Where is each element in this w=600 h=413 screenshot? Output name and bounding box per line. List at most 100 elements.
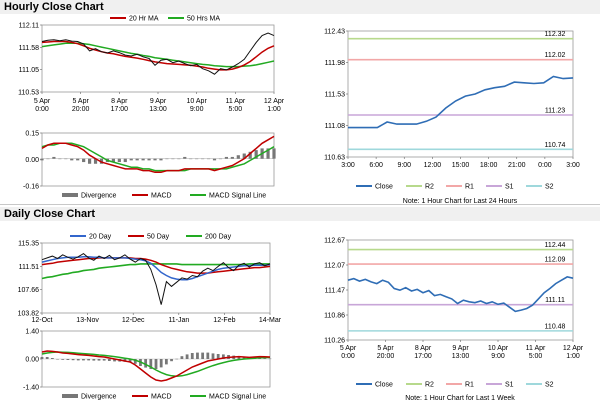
hourly-macd-divergence-bar (117, 158, 121, 163)
hourly-macd-divergence-bar (93, 158, 98, 164)
hourly-24h-xtick-label: 15:00 (452, 162, 470, 169)
daily-week-xtick-label: 11 Apr 5:00 (526, 345, 546, 360)
hourly-macd-divergence-bar (82, 158, 86, 163)
daily-macd-divergence-bar (113, 359, 116, 362)
hourly-macd-divergence-bar (141, 158, 145, 161)
hourly-24h-legend-s2-label: S2 (545, 184, 554, 191)
daily-macd-legend-signal-label: MACD Signal Line (209, 394, 266, 401)
daily-price-frame (41, 242, 271, 314)
daily-macd-divergence-bar (144, 359, 148, 368)
daily-legend-20day-label: 20 Day (89, 234, 112, 241)
hourly-macd-divergence-bar (64, 158, 68, 160)
hourly-macd-divergence-bar (218, 158, 223, 160)
hourly-24h-level-s2-label: 110.74 (545, 142, 566, 149)
hourly-24h-xtick-label: 6:00 (369, 162, 383, 169)
hourly-macd-divergence-bar (230, 156, 234, 159)
daily-price-xtick-label: 14-Mar (259, 317, 282, 324)
hourly-macd-divergence-bar (236, 155, 240, 159)
hourly-24h-level-r2-label: 112.32 (545, 31, 566, 38)
daily-week-ytick-label: 112.67 (324, 238, 345, 245)
hourly-macd-divergence-bar (177, 158, 181, 160)
hourly-24h-legend-close-label: Close (375, 184, 393, 191)
hourly-macd-divergence-bar (165, 158, 169, 160)
daily-macd-divergence-bar (242, 357, 246, 359)
daily-macd-divergence-bar (185, 354, 189, 359)
hourly-24h-ytick-label: 112.43 (324, 29, 345, 36)
hourly-macd-divergence-bar (254, 150, 258, 159)
hourly-macd-divergence-bar (195, 158, 199, 160)
hourly-macd-ytick-label: 0.15 (25, 131, 39, 138)
hourly-macd-divergence-bar (153, 158, 157, 161)
daily-macd-divergence-bar (149, 359, 153, 369)
hourly-price-xtick-label: 5 Apr 20:00 (72, 98, 90, 113)
hourly-macd-divergence-bar (201, 158, 205, 160)
daily-200day-line (41, 263, 270, 280)
daily-week-xtick-label: 9 Apr 13:00 (452, 345, 470, 360)
hourly-macd-divergence-bar (212, 158, 217, 161)
daily-week-level-s2-label: 110.48 (545, 323, 566, 330)
hourly-macd-divergence-bar (87, 158, 92, 164)
hourly-24h-legend-r1-label: R1 (465, 184, 474, 191)
daily-macd-divergence-bar (216, 354, 220, 359)
daily-macd-divergence-bar (82, 359, 85, 361)
hourly-section-title: Hourly Close Chart (0, 0, 600, 14)
hourly-price-xtick-label: 5 Apr 0:00 (34, 98, 51, 113)
daily-macd-divergence-bar (237, 356, 241, 359)
daily-macd-divergence-bar (206, 352, 210, 359)
hourly-24h-ytick-label: 111.53 (325, 92, 345, 99)
daily-macd-divergence-bar (133, 359, 137, 364)
hourly-price-xtick-label: 8 Apr 17:00 (111, 98, 129, 113)
hourly-macd-divergence-bar (206, 158, 211, 160)
hourly-macd-divergence-bar (99, 158, 104, 164)
daily-week-legend-close-label: Close (375, 382, 393, 389)
hourly-price-ytick-label: 110.53 (18, 90, 39, 97)
daily-week-xtick-label: 5 Apr 20:00 (377, 345, 395, 360)
hourly-macd-macd-line (41, 135, 275, 174)
daily-macd-divergence-bar (76, 359, 80, 361)
hourly-24h-ytick-label: 111.98 (325, 60, 345, 67)
daily-week-xtick-label: 12 Apr 1:00 (563, 345, 584, 360)
daily-macd-divergence-bar (263, 358, 267, 359)
daily-macd-divergence-bar (164, 359, 168, 365)
daily-macd-divergence-bar (107, 359, 111, 361)
daily-macd-signal-line (41, 351, 271, 377)
daily-week-ytick-label: 112.07 (324, 263, 345, 270)
hourly-macd-divergence-bar (224, 156, 229, 159)
hourly-macd-divergence-bar (52, 156, 56, 159)
hourly-macd-divergence-bar (266, 148, 270, 159)
hourly-close-line (41, 32, 275, 75)
daily-macd-ytick-label: 0.00 (25, 357, 39, 364)
daily-macd-legend-divergence-swatch (62, 394, 78, 398)
daily-macd-divergence-bar (268, 358, 272, 360)
daily-macd-divergence-bar (92, 359, 96, 361)
hourly-24h-frame (347, 30, 574, 158)
daily-week-legend-r2-label: R2 (425, 382, 434, 389)
daily-macd-divergence-bar (196, 352, 199, 359)
hourly-24h-legend-s1-label: S1 (505, 184, 514, 191)
hourly-macd-divergence-bar (129, 158, 133, 161)
daily-macd-divergence-bar (175, 358, 179, 360)
daily-macd-divergence-bar (61, 359, 65, 360)
hourly-legend-50hr-label: 50 Hrs MA (187, 16, 220, 23)
hourly-24h-ytick-label: 110.63 (324, 155, 345, 162)
hourly-macd-ytick-label: -0.16 (23, 184, 39, 191)
hourly-macd-divergence-bar (111, 158, 115, 163)
daily-week-note: Note: 1 Hour Chart for Last 1 Week (405, 395, 515, 402)
hourly-macd-ytick-label: 0.00 (25, 157, 39, 164)
daily-week-ytick-label: 110.26 (324, 338, 345, 345)
hourly-24h-xtick-label: 18:00 (480, 162, 498, 169)
daily-week-level-s1-label: 111.11 (545, 297, 565, 304)
daily-macd-divergence-bar (87, 359, 91, 361)
hourly-24h-xtick-label: 3:00 (566, 162, 580, 169)
hourly-price-ytick-label: 111.58 (19, 45, 39, 52)
daily-week-level-r2-label: 112.44 (545, 242, 566, 249)
hourly-macd-divergence-bar (248, 151, 252, 159)
daily-section-title: Daily Close Chart (0, 207, 600, 221)
daily-price-xtick-label: 13-Nov (76, 317, 99, 324)
hourly-macd-legend-divergence-label: Divergence (81, 193, 117, 200)
hourly-price-xtick-label: 10 Apr 9:00 (187, 98, 208, 113)
daily-macd-divergence-bar (211, 353, 215, 359)
daily-macd-divergence-bar (45, 357, 49, 359)
daily-macd-divergence-bar (56, 359, 59, 360)
